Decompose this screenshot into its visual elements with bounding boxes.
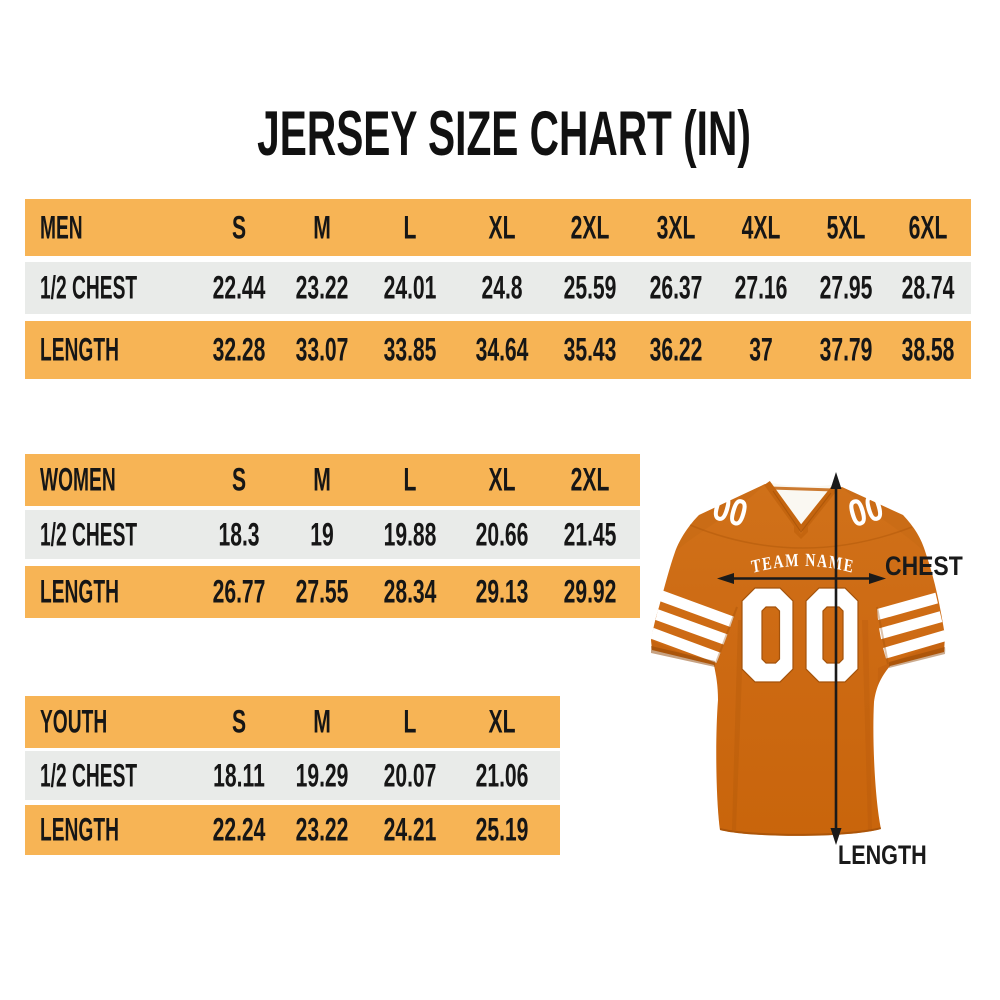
svg-text:CHEST: CHEST (885, 551, 963, 581)
svg-text:LENGTH: LENGTH (838, 841, 927, 871)
